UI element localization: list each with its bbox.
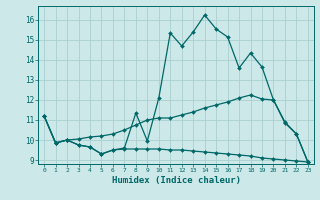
- X-axis label: Humidex (Indice chaleur): Humidex (Indice chaleur): [111, 176, 241, 185]
